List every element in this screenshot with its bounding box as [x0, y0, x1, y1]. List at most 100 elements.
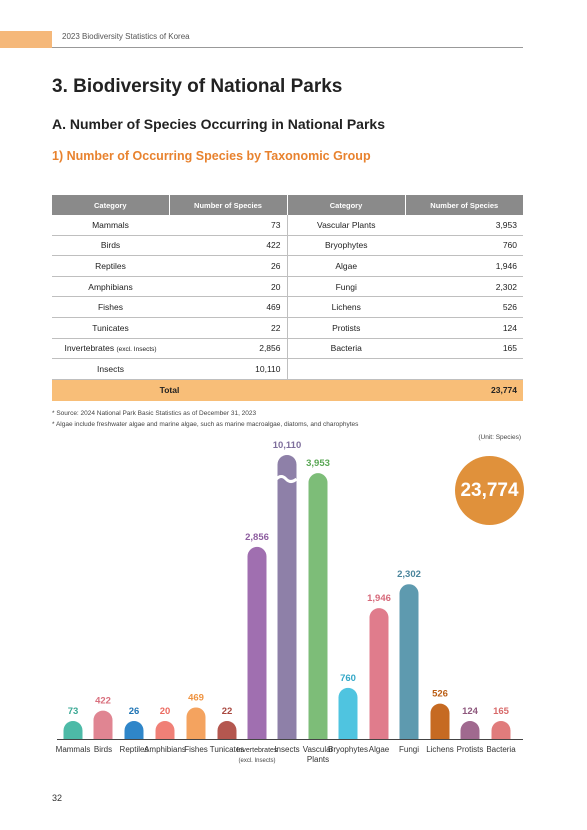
bar-vascular-plants	[308, 473, 328, 739]
category-label: Lichens	[426, 745, 454, 754]
table-cell: Fungi	[287, 276, 405, 298]
total-label: Total	[52, 379, 287, 401]
table-row: Amphibians 20 Fungi 2,302	[52, 276, 523, 298]
table-row: Birds 422 Bryophytes 760	[52, 235, 523, 257]
table-total-row: Total 23,774	[52, 379, 523, 401]
table-cell: 10,110	[169, 358, 288, 380]
data-label: 469	[188, 692, 204, 703]
table-row: Invertebrates (excl. Insects) 2,856 Bact…	[52, 338, 523, 360]
table-cell: 2,856	[169, 338, 288, 360]
category-label: Bacteria	[486, 745, 516, 754]
data-label: 2,302	[397, 569, 421, 580]
table-row: Fishes 469 Lichens 526	[52, 296, 523, 318]
subsubsection-title: 1) Number of Occurring Species by Taxono…	[52, 149, 371, 163]
data-label: 73	[68, 706, 79, 717]
header-count-1: Number of Species	[169, 195, 288, 215]
table-cell: Insects	[52, 358, 169, 380]
category-label: Reptiles	[120, 745, 149, 754]
section-title: 3. Biodiversity of National Parks	[52, 76, 343, 97]
table-row: Tunicates 22 Protists 124	[52, 317, 523, 339]
footnote-algae: * Algae include freshwater algae and mar…	[52, 421, 359, 428]
table-cell: Invertebrates (excl. Insects)	[52, 338, 169, 360]
table-cell: Bacteria	[287, 338, 405, 360]
category-label: Fishes	[184, 745, 208, 754]
data-label: 1,946	[367, 593, 391, 604]
bar-tunicates	[217, 721, 237, 739]
category-label: Plants	[307, 755, 329, 764]
category-label: Bryophytes	[328, 745, 368, 754]
table-cell: Birds	[52, 235, 169, 257]
table-cell: Lichens	[287, 296, 405, 318]
data-label: 2,856	[245, 532, 269, 543]
table-cell: 2,302	[405, 276, 523, 298]
table-cell: 469	[169, 296, 288, 318]
data-label: 526	[432, 689, 448, 700]
table-cell: Protists	[287, 317, 405, 339]
header-category-1: Category	[52, 195, 170, 215]
total-species-badge: 23,774	[455, 456, 524, 525]
table-cell: 20	[169, 276, 288, 298]
bar-bacteria	[491, 721, 511, 739]
axis-break-mark	[275, 475, 298, 483]
category-label: Mammals	[56, 745, 91, 754]
header-count-2: Number of Species	[405, 195, 523, 215]
table-cell: Algae	[287, 255, 405, 277]
data-label: 165	[493, 706, 510, 717]
category-label: Amphibians	[144, 745, 186, 754]
header-rule	[52, 47, 523, 48]
page-number: 32	[52, 793, 63, 803]
bar-insects	[277, 455, 297, 739]
invertebrates-label: Invertebrates	[64, 343, 115, 354]
table-row: Insects 10,110	[52, 358, 523, 380]
category-label: Vascular	[303, 745, 334, 754]
data-label: 760	[340, 673, 356, 684]
table-cell: 526	[405, 296, 523, 318]
category-sublabel: (excl. Insects)	[238, 758, 275, 764]
bar-reptiles	[124, 721, 144, 739]
bar-amphibians	[155, 721, 175, 739]
total-value: 23,774	[287, 379, 523, 401]
bar-fungi	[399, 584, 419, 739]
bar-birds	[93, 710, 113, 739]
table-cell: Amphibians	[52, 276, 169, 298]
footnotes: * Source: 2024 National Park Basic Stati…	[52, 408, 358, 430]
table-cell: 73	[169, 215, 288, 236]
table-cell: 124	[405, 317, 523, 339]
bar-protists	[460, 721, 480, 739]
table-cell: Tunicates	[52, 317, 169, 339]
table-header-row: Category Number of Species Category Numb…	[52, 195, 523, 215]
bar-bryophytes	[338, 687, 358, 739]
subsection-title: A. Number of Species Occurring in Nation…	[52, 116, 385, 132]
bar-mammals	[63, 721, 83, 739]
table-cell: 3,953	[405, 215, 523, 236]
unit-label: (Unit: Species)	[478, 434, 521, 441]
data-label: 124	[462, 706, 479, 717]
table-cell	[287, 358, 405, 380]
bar-lichens	[430, 703, 450, 739]
table-cell: Mammals	[52, 215, 169, 236]
bar-invertebrates	[247, 546, 267, 739]
data-label: 3,953	[306, 458, 330, 469]
table-cell	[405, 358, 523, 380]
category-label: Insects	[274, 745, 299, 754]
running-title: 2023 Biodiversity Statistics of Korea	[62, 32, 190, 41]
data-label: 10,110	[273, 440, 302, 451]
table-cell: 422	[169, 235, 288, 257]
category-label: Protists	[457, 745, 484, 754]
bar-fishes	[186, 707, 206, 739]
category-label: Invertebrates	[237, 747, 278, 754]
table-row: Reptiles 26 Algae 1,946	[52, 255, 523, 277]
footnote-source: * Source: 2024 National Park Basic Stati…	[52, 410, 257, 417]
table-cell: 760	[405, 235, 523, 257]
species-table: Category Number of Species Category Numb…	[52, 195, 523, 401]
bar-algae	[369, 608, 389, 739]
category-label: Birds	[94, 745, 112, 754]
category-label: Algae	[369, 745, 390, 754]
table-cell: Reptiles	[52, 255, 169, 277]
invertebrates-note: (excl. Insects)	[116, 346, 157, 354]
table-cell: Fishes	[52, 296, 169, 318]
data-label: 26	[129, 706, 140, 717]
table-cell: 1,946	[405, 255, 523, 277]
header-accent-bar	[0, 31, 52, 48]
